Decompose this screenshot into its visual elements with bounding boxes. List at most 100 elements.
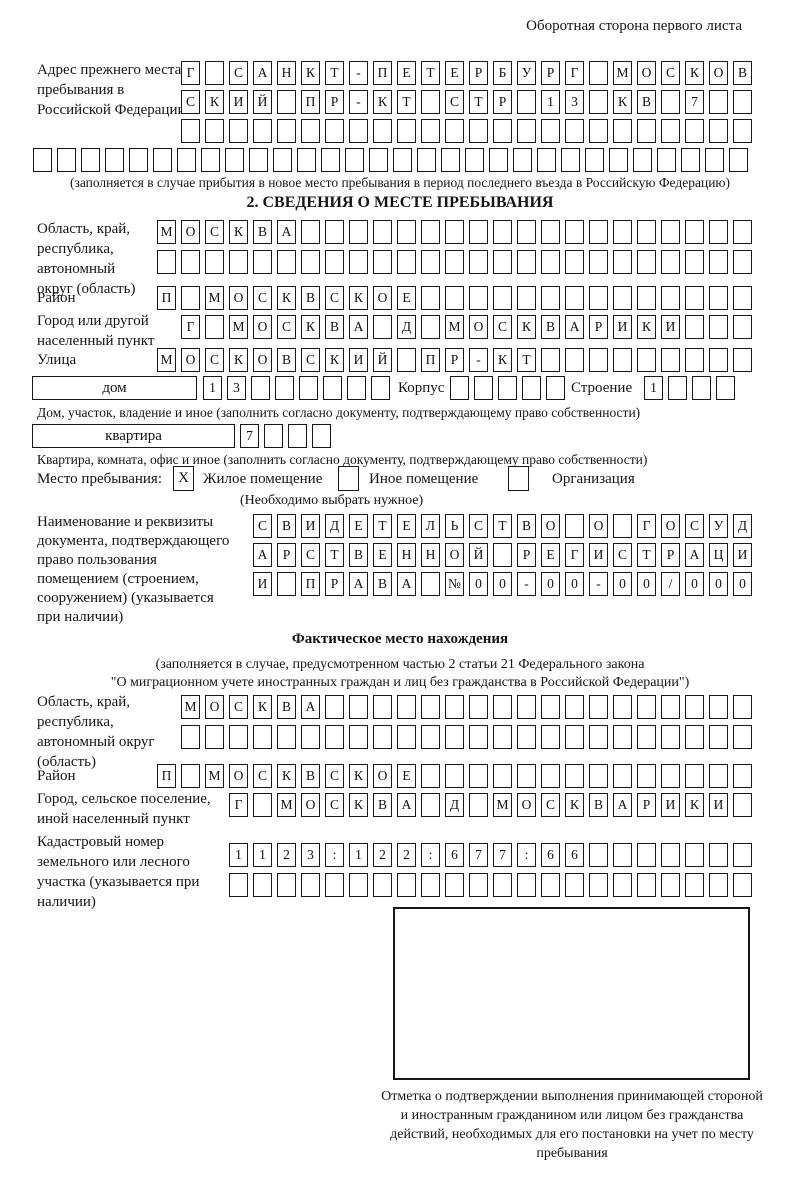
char-box: 2 (277, 843, 296, 867)
char-box (709, 695, 728, 719)
char-box: Г (637, 514, 656, 538)
char-box (716, 376, 735, 400)
char-box: Т (397, 90, 416, 114)
char-box (565, 873, 584, 897)
char-box (685, 873, 704, 897)
char-grid (181, 725, 752, 749)
char-box: В (589, 793, 608, 817)
char-box: С (205, 348, 224, 372)
char-box: Р (589, 315, 608, 339)
char-box: У (709, 514, 728, 538)
char-box (637, 873, 656, 897)
char-box: К (301, 315, 320, 339)
char-box (325, 873, 344, 897)
char-box (637, 250, 656, 274)
char-box (685, 764, 704, 788)
char-box: Т (469, 90, 488, 114)
char-box (729, 148, 748, 172)
char-box: 0 (565, 572, 584, 596)
char-box (613, 843, 632, 867)
char-box: 2 (373, 843, 392, 867)
char-box (277, 119, 296, 143)
fact-note-2: "О миграционном учете иностранных гражда… (110, 675, 690, 690)
char-box (681, 148, 700, 172)
char-box: К (229, 348, 248, 372)
stamp-box (393, 907, 750, 1080)
char-box: И (613, 315, 632, 339)
char-box: К (277, 286, 296, 310)
char-box (345, 148, 364, 172)
char-box (709, 873, 728, 897)
char-box (637, 764, 656, 788)
char-box: - (349, 61, 368, 85)
char-box: Й (373, 348, 392, 372)
char-box (301, 250, 320, 274)
char-box (565, 250, 584, 274)
oblast-label: Область, край, республика, автономный ок… (37, 221, 136, 297)
char-box: 6 (541, 843, 560, 867)
char-box (733, 119, 752, 143)
fact-raion-label: Район (37, 768, 76, 784)
char-box (685, 348, 704, 372)
char-box (733, 725, 752, 749)
mesto-label: Место пребывания: (37, 471, 162, 487)
char-box (349, 873, 368, 897)
char-box (493, 543, 512, 567)
char-box (373, 220, 392, 244)
char-box (661, 220, 680, 244)
char-box: 1 (541, 90, 560, 114)
char-box (201, 148, 220, 172)
char-box (657, 148, 676, 172)
char-box (709, 286, 728, 310)
char-box (589, 61, 608, 85)
char-box (685, 220, 704, 244)
char-box: М (445, 315, 464, 339)
char-box (613, 286, 632, 310)
char-box (589, 843, 608, 867)
char-box (565, 119, 584, 143)
char-box: П (373, 61, 392, 85)
char-box: С (229, 61, 248, 85)
char-box: К (637, 315, 656, 339)
char-box (613, 764, 632, 788)
char-box: О (373, 764, 392, 788)
char-box: Ц (709, 543, 728, 567)
char-box (561, 148, 580, 172)
char-box: С (181, 90, 200, 114)
char-box: 0 (733, 572, 752, 596)
char-box: А (349, 572, 368, 596)
checkbox-inoe (338, 466, 359, 491)
char-grid: 7 (240, 424, 331, 448)
char-box: : (517, 843, 536, 867)
char-box: М (157, 348, 176, 372)
char-box (589, 250, 608, 274)
char-box (393, 148, 412, 172)
char-box: М (277, 793, 296, 817)
char-box (637, 220, 656, 244)
char-box (181, 725, 200, 749)
char-box (613, 348, 632, 372)
char-box: К (229, 220, 248, 244)
char-box (493, 725, 512, 749)
char-box (205, 250, 224, 274)
char-box (181, 250, 200, 274)
char-box: В (373, 572, 392, 596)
char-box (373, 250, 392, 274)
char-box (349, 725, 368, 749)
char-box: Н (421, 543, 440, 567)
char-box (249, 148, 268, 172)
gorod-label: Город или другой населенный пункт (37, 313, 155, 349)
char-box: О (205, 695, 224, 719)
char-box (589, 764, 608, 788)
char-box: А (397, 793, 416, 817)
char-box: В (733, 61, 752, 85)
dom-box: дом (32, 376, 197, 400)
char-box: Е (373, 543, 392, 567)
char-box (275, 376, 294, 400)
char-box (33, 148, 52, 172)
